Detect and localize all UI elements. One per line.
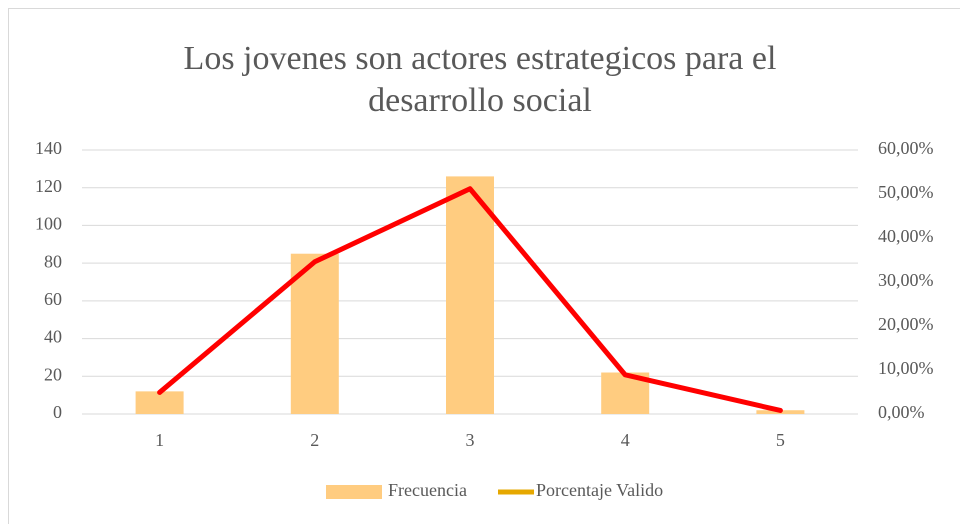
line	[157, 186, 783, 413]
y-tick-label: 100	[35, 214, 62, 234]
legend-label: Frecuencia	[388, 480, 467, 500]
legend-swatch	[326, 485, 382, 499]
y2-tick-label: 10,00%	[878, 358, 934, 378]
x-tick-label: 5	[776, 430, 785, 450]
y-tick-label: 0	[53, 402, 62, 422]
y2-tick-label: 30,00%	[878, 270, 934, 290]
x-tick-label: 1	[155, 430, 164, 450]
bar	[446, 176, 494, 414]
y2-tick-label: 40,00%	[878, 226, 934, 246]
y2-tick-label: 20,00%	[878, 314, 934, 334]
x-tick-label: 3	[466, 430, 475, 450]
y-tick-label: 60	[44, 289, 62, 309]
y-tick-label: 140	[35, 138, 62, 158]
bar	[290, 253, 339, 414]
x-tick-label: 2	[310, 430, 319, 450]
x-tick-label: 4	[621, 430, 630, 450]
y-tick-label: 120	[35, 176, 62, 196]
legend-label: Porcentaje Valido	[536, 480, 663, 500]
y-tick-label: 80	[44, 251, 62, 271]
y2-tick-label: 60,00%	[878, 138, 934, 158]
y2-tick-label: 0,00%	[878, 402, 925, 422]
y2-tick-label: 50,00%	[878, 182, 934, 202]
y-tick-label: 20	[44, 364, 62, 384]
y-tick-label: 40	[44, 327, 62, 347]
chart-title: Los jovenes son actores estrategicos par…	[183, 40, 777, 119]
bar	[135, 391, 184, 414]
